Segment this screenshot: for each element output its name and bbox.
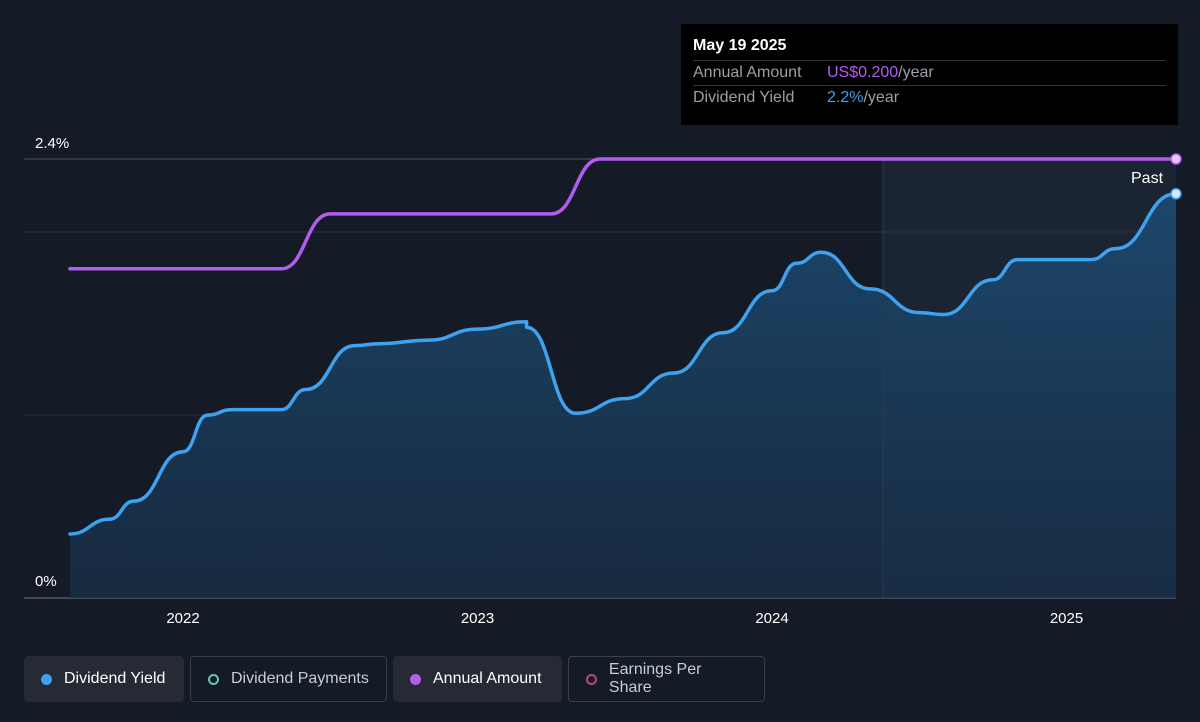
dividend-yield-area <box>70 193 1176 599</box>
legend-earnings-per-share[interactable]: Earnings Per Share <box>568 656 765 702</box>
legend: Dividend Yield Dividend Payments Annual … <box>24 656 765 702</box>
tooltip-label: Annual Amount <box>693 64 802 81</box>
legend-label: Annual Amount <box>433 670 542 687</box>
annual-amount-line <box>68 157 1178 271</box>
legend-label: Dividend Yield <box>64 670 166 687</box>
x-tick-label: 2023 <box>461 610 494 627</box>
legend-dividend-yield[interactable]: Dividend Yield <box>24 656 184 702</box>
legend-dividend-payments[interactable]: Dividend Payments <box>190 656 387 702</box>
past-label: Past <box>1131 170 1164 187</box>
y-tick-top: 2.4% <box>35 135 69 152</box>
tooltip-value: US$0.200 <box>827 64 899 81</box>
tooltip-label: Dividend Yield <box>693 89 795 106</box>
tooltip: May 19 2025 Annual Amount US$0.200 /year… <box>681 24 1178 125</box>
dividend-yield-line <box>68 192 1178 536</box>
legend-annual-amount[interactable]: Annual Amount <box>393 656 562 702</box>
annual-amount-end-dot[interactable] <box>1170 153 1182 165</box>
legend-label: Dividend Payments <box>231 670 369 687</box>
tooltip-value: 2.2% <box>827 89 864 106</box>
tooltip-row-dividend-yield: Dividend Yield 2.2% /year <box>693 86 1166 110</box>
legend-ring-icon <box>208 673 219 685</box>
legend-label: Earnings Per Share <box>608 661 702 696</box>
legend-dot-icon <box>41 673 52 685</box>
legend-ring-icon <box>586 673 597 685</box>
x-axis-ticks: 2022 2023 2024 2025 <box>166 610 1083 627</box>
x-tick-label: 2022 <box>166 610 199 627</box>
y-tick-bottom: 0% <box>35 573 57 590</box>
chart-area: 2.4% 0% Past 2022 2023 2024 2025 <box>24 135 1182 627</box>
x-tick-label: 2024 <box>755 610 788 627</box>
tooltip-row-annual-amount: Annual Amount US$0.200 /year <box>693 61 1166 86</box>
legend-dot-icon <box>410 673 421 685</box>
x-tick-label: 2025 <box>1050 610 1083 627</box>
tooltip-date: May 19 2025 <box>693 36 1166 61</box>
dividend-yield-end-dot[interactable] <box>1170 188 1182 200</box>
tooltip-unit: /year <box>898 64 934 81</box>
tooltip-unit: /year <box>863 89 900 106</box>
